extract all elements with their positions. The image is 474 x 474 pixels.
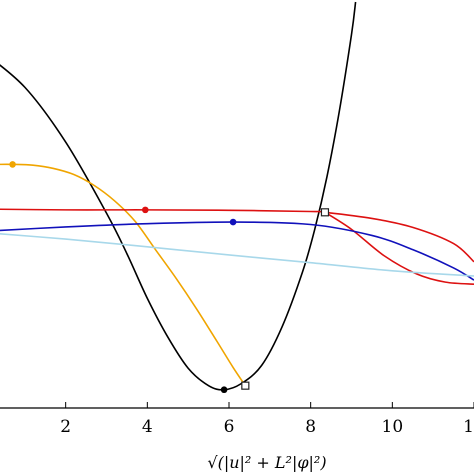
series-3-square-marker-2 — [320, 208, 330, 217]
x-axis-label: √(|u|² + L²|φ|²) — [207, 453, 326, 472]
x-tick-label-4: 4 — [142, 417, 153, 437]
x-tick-label-2: 2 — [60, 417, 71, 437]
series-3-dot-marker-1 — [141, 206, 149, 214]
series-2-dot-marker-1 — [9, 161, 16, 168]
series-line-5 — [0, 221, 474, 281]
x-tick-label-12: 12 — [463, 417, 474, 437]
series-2-square-marker-2 — [241, 381, 250, 390]
series-line-3 — [0, 208, 474, 263]
x-tick-label-10: 10 — [382, 417, 404, 437]
series-line-4 — [324, 211, 474, 285]
x-tick-label-6: 6 — [224, 417, 235, 437]
series-line-2 — [0, 163, 246, 387]
series-line-6 — [0, 233, 474, 277]
x-tick-label-8: 8 — [305, 417, 316, 437]
marker-layer — [9, 161, 330, 394]
x-tick-layer: 2 4 6 8 10 12 — [60, 402, 474, 437]
series-5-dot-marker-1 — [229, 218, 237, 226]
series-1-dot-marker-1 — [220, 386, 228, 394]
